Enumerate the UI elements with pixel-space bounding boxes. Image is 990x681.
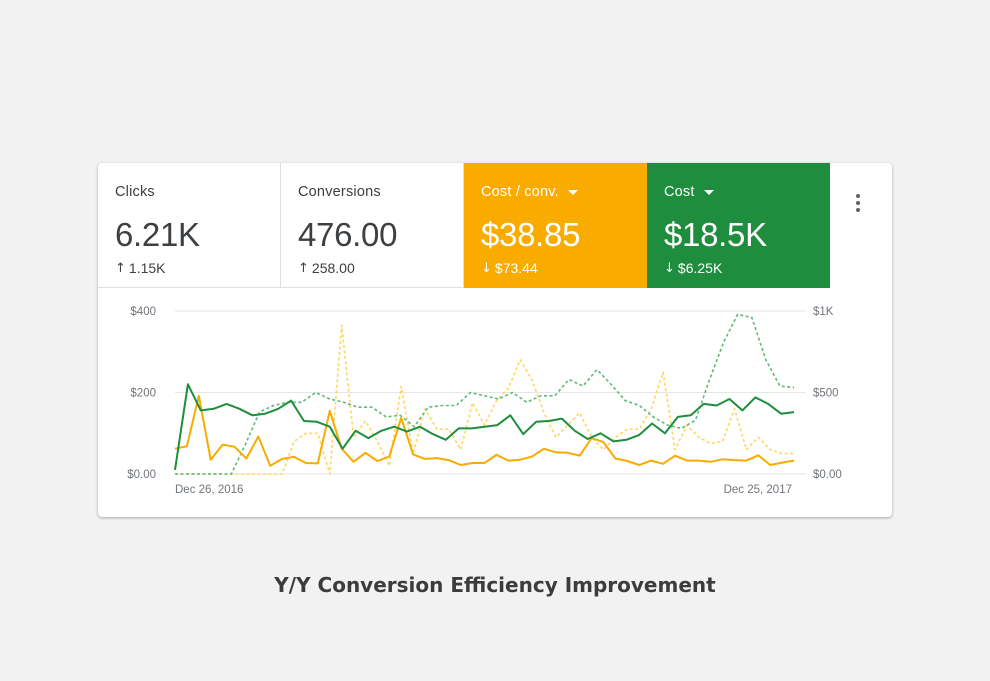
more-dot xyxy=(856,208,860,212)
metric-change: ↑ 1.15K xyxy=(115,260,280,276)
metric-label: Cost / conv. xyxy=(481,184,559,200)
x-axis-labels: Dec 26, 2016 Dec 25, 2017 xyxy=(175,484,792,496)
y-tick-label-left: $200 xyxy=(130,388,156,400)
series-line-cost-conv xyxy=(174,394,795,467)
metric-tab-conversions[interactable]: Conversions 476.00 ↑ 258.00 xyxy=(281,163,464,288)
metric-label: Conversions xyxy=(298,184,381,200)
metric-change: ↑ 258.00 xyxy=(298,260,463,276)
y-tick-label-right: $0.00 xyxy=(813,469,842,481)
metric-change-value: $6.25K xyxy=(677,260,723,276)
more-vert-icon[interactable] xyxy=(846,191,870,215)
metric-label: Cost xyxy=(664,184,695,200)
caret-down-icon[interactable] xyxy=(567,190,578,195)
metric-value: 476.00 xyxy=(298,216,398,253)
metric-label: Clicks xyxy=(115,184,155,200)
series-line-cost-conv-previous-year xyxy=(175,324,794,475)
metric-tab-cost[interactable]: Cost $18.5K ↓ $6.25K xyxy=(647,163,830,288)
arrow-up-icon: ↑ xyxy=(115,260,126,276)
y-tick-label-right: $500 xyxy=(813,388,839,400)
x-tick-label: Dec 25, 2017 xyxy=(724,484,792,496)
y-tick-label-right: $1K xyxy=(813,306,834,318)
arrow-down-icon: ↓ xyxy=(664,260,675,276)
y-tick-label-left: $0.00 xyxy=(127,469,156,481)
chart-series xyxy=(174,313,795,475)
metric-change-value: 1.15K xyxy=(128,260,166,276)
more-dot xyxy=(856,201,860,205)
arrow-down-icon: ↓ xyxy=(481,260,492,276)
caret-down-icon[interactable] xyxy=(703,190,714,195)
metric-tab-cost-per-conversion[interactable]: Cost / conv. $38.85 ↓ $73.44 xyxy=(464,163,647,288)
metric-value: 6.21K xyxy=(115,216,200,253)
metric-change-value: 258.00 xyxy=(311,260,355,276)
page-caption: Y/Y Conversion Efficiency Improvement xyxy=(274,573,716,597)
chart-grid xyxy=(175,310,806,475)
metric-change: ↓ $6.25K xyxy=(664,260,830,276)
performance-card: Clicks 6.21K ↑ 1.15K Conversions 476.00 … xyxy=(98,163,892,517)
series-line-cost xyxy=(174,383,795,471)
right-axis-ticks: $1K $500 $0.00 xyxy=(813,306,842,481)
metric-change: ↓ $73.44 xyxy=(481,260,647,276)
metric-value: $18.5K xyxy=(664,216,767,253)
metric-tab-clicks[interactable]: Clicks 6.21K ↑ 1.15K xyxy=(98,163,281,288)
left-axis-ticks: $400 $200 $0.00 xyxy=(127,306,156,481)
arrow-up-icon: ↑ xyxy=(298,260,309,276)
performance-line-chart: $400$200$0.00 $1K$500$0.00 Dec 26, 2016 D… xyxy=(127,306,842,496)
x-tick-label: Dec 26, 2016 xyxy=(175,484,243,496)
more-dot xyxy=(856,194,860,198)
metric-change-value: $73.44 xyxy=(494,260,538,276)
series-line-cost-previous-year xyxy=(175,313,795,475)
metric-tabs: Clicks 6.21K ↑ 1.15K Conversions 476.00 … xyxy=(98,163,830,288)
metric-value: $38.85 xyxy=(481,216,581,253)
y-tick-label-left: $400 xyxy=(130,306,156,318)
